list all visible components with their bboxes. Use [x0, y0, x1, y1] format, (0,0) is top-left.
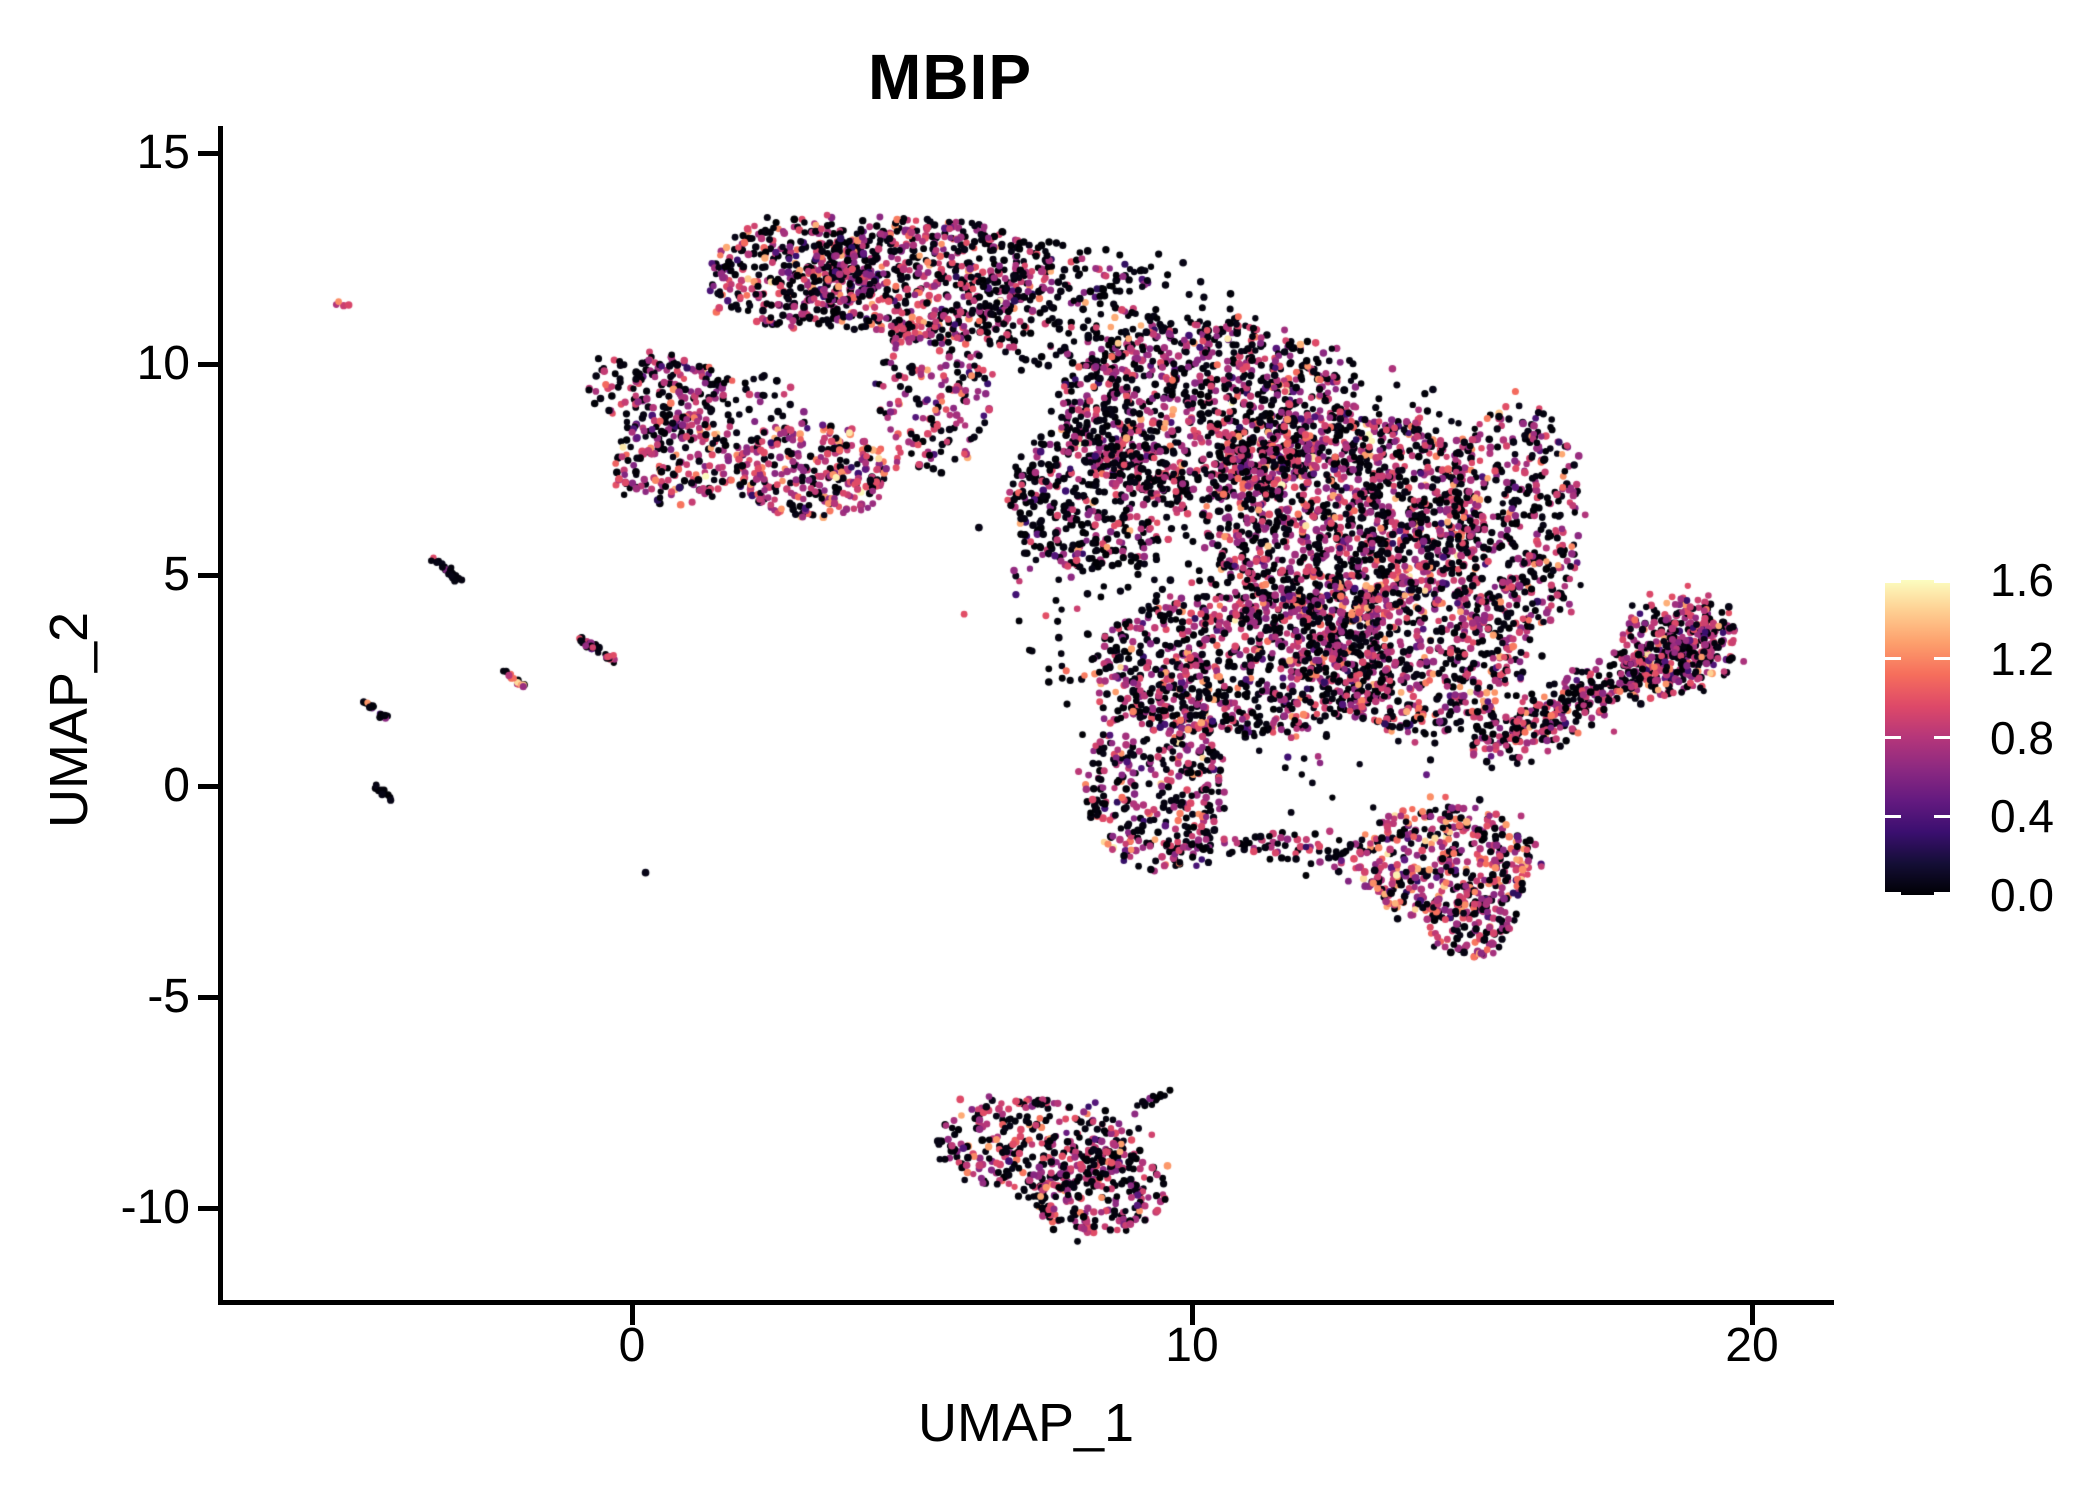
x-tick-label: 20 [1725, 1319, 1779, 1372]
colorbar-tick-label: 0.0 [1990, 869, 2054, 921]
colorbar-tick-mark [1885, 580, 1901, 583]
x-tick-mark [629, 1305, 635, 1325]
colorbar-tick-mark [1885, 814, 1901, 818]
y-tick-mark [198, 994, 218, 1000]
y-tick-label: 5 [163, 548, 190, 601]
colorbar-tick-mark [1934, 657, 1950, 661]
colorbar-tick-label: 0.8 [1990, 711, 2054, 764]
colorbar-tick-mark [1934, 736, 1950, 739]
colorbar-tick-mark [1934, 580, 1950, 583]
colorbar-tick-label: 1.2 [1990, 632, 2054, 685]
colorbar-tick-mark [1934, 814, 1950, 818]
colorbar-tick-mark [1885, 736, 1901, 739]
colorbar-tick-label: 0.4 [1990, 790, 2054, 843]
y-tick-label: -5 [147, 970, 190, 1023]
colorbar-tick-label: 1.6 [1990, 554, 2054, 606]
y-tick-mark [198, 361, 218, 367]
y-axis-line [218, 126, 223, 1305]
y-tick-mark [198, 1205, 218, 1211]
x-tick-mark [1189, 1305, 1195, 1325]
x-tick-mark [1749, 1305, 1755, 1325]
colorbar-tick-mark [1885, 892, 1901, 895]
y-tick-mark [198, 783, 218, 789]
y-tick-label: 10 [136, 337, 190, 390]
colorbar-tick-mark [1934, 892, 1950, 895]
colorbar-tick-mark [1885, 657, 1901, 661]
x-axis-title: UMAP_1 [917, 1393, 1135, 1453]
y-tick-label: 15 [136, 126, 190, 179]
y-tick-mark [198, 150, 218, 156]
y-tick-mark [198, 572, 218, 578]
y-tick-label: -10 [120, 1181, 190, 1234]
x-tick-label: 0 [618, 1319, 646, 1372]
y-axis-title: UMAP_2 [39, 611, 99, 829]
y-tick-label: 0 [163, 759, 190, 812]
x-tick-label: 10 [1165, 1319, 1219, 1372]
x-axis-line [218, 1300, 1834, 1305]
